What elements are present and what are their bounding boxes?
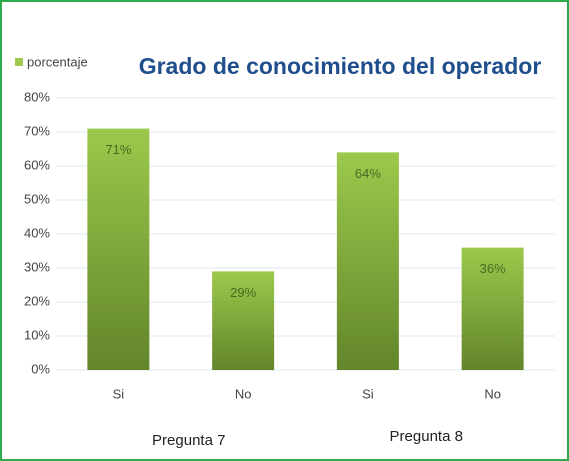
bar — [212, 271, 275, 370]
y-tick-label: 30% — [24, 259, 50, 274]
y-tick-label: 40% — [24, 225, 50, 240]
data-label: 71% — [105, 142, 131, 157]
x-tick-label: No — [484, 386, 501, 401]
x-tick-label: Si — [362, 386, 374, 401]
data-label: 29% — [230, 285, 256, 300]
bar — [461, 247, 524, 370]
y-tick-label: 80% — [24, 89, 50, 104]
bar — [336, 152, 399, 370]
y-tick-label: 0% — [31, 361, 50, 376]
bar — [87, 128, 150, 370]
x-tick-label: No — [235, 386, 252, 401]
y-tick-label: 20% — [24, 293, 50, 308]
data-label: 36% — [480, 261, 506, 276]
y-tick-label: 60% — [24, 157, 50, 172]
y-tick-label: 10% — [24, 327, 50, 342]
chart-title: Grado de conocimiento del operador — [139, 53, 542, 79]
y-tick-label: 50% — [24, 191, 50, 206]
legend-label: porcentaje — [27, 54, 88, 69]
data-label: 64% — [355, 166, 381, 181]
group-label: Pregunta 7 — [152, 432, 225, 449]
x-tick-label: Si — [113, 386, 125, 401]
group-label: Pregunta 8 — [390, 428, 463, 445]
legend-swatch — [15, 58, 23, 66]
y-tick-label: 70% — [24, 123, 50, 138]
